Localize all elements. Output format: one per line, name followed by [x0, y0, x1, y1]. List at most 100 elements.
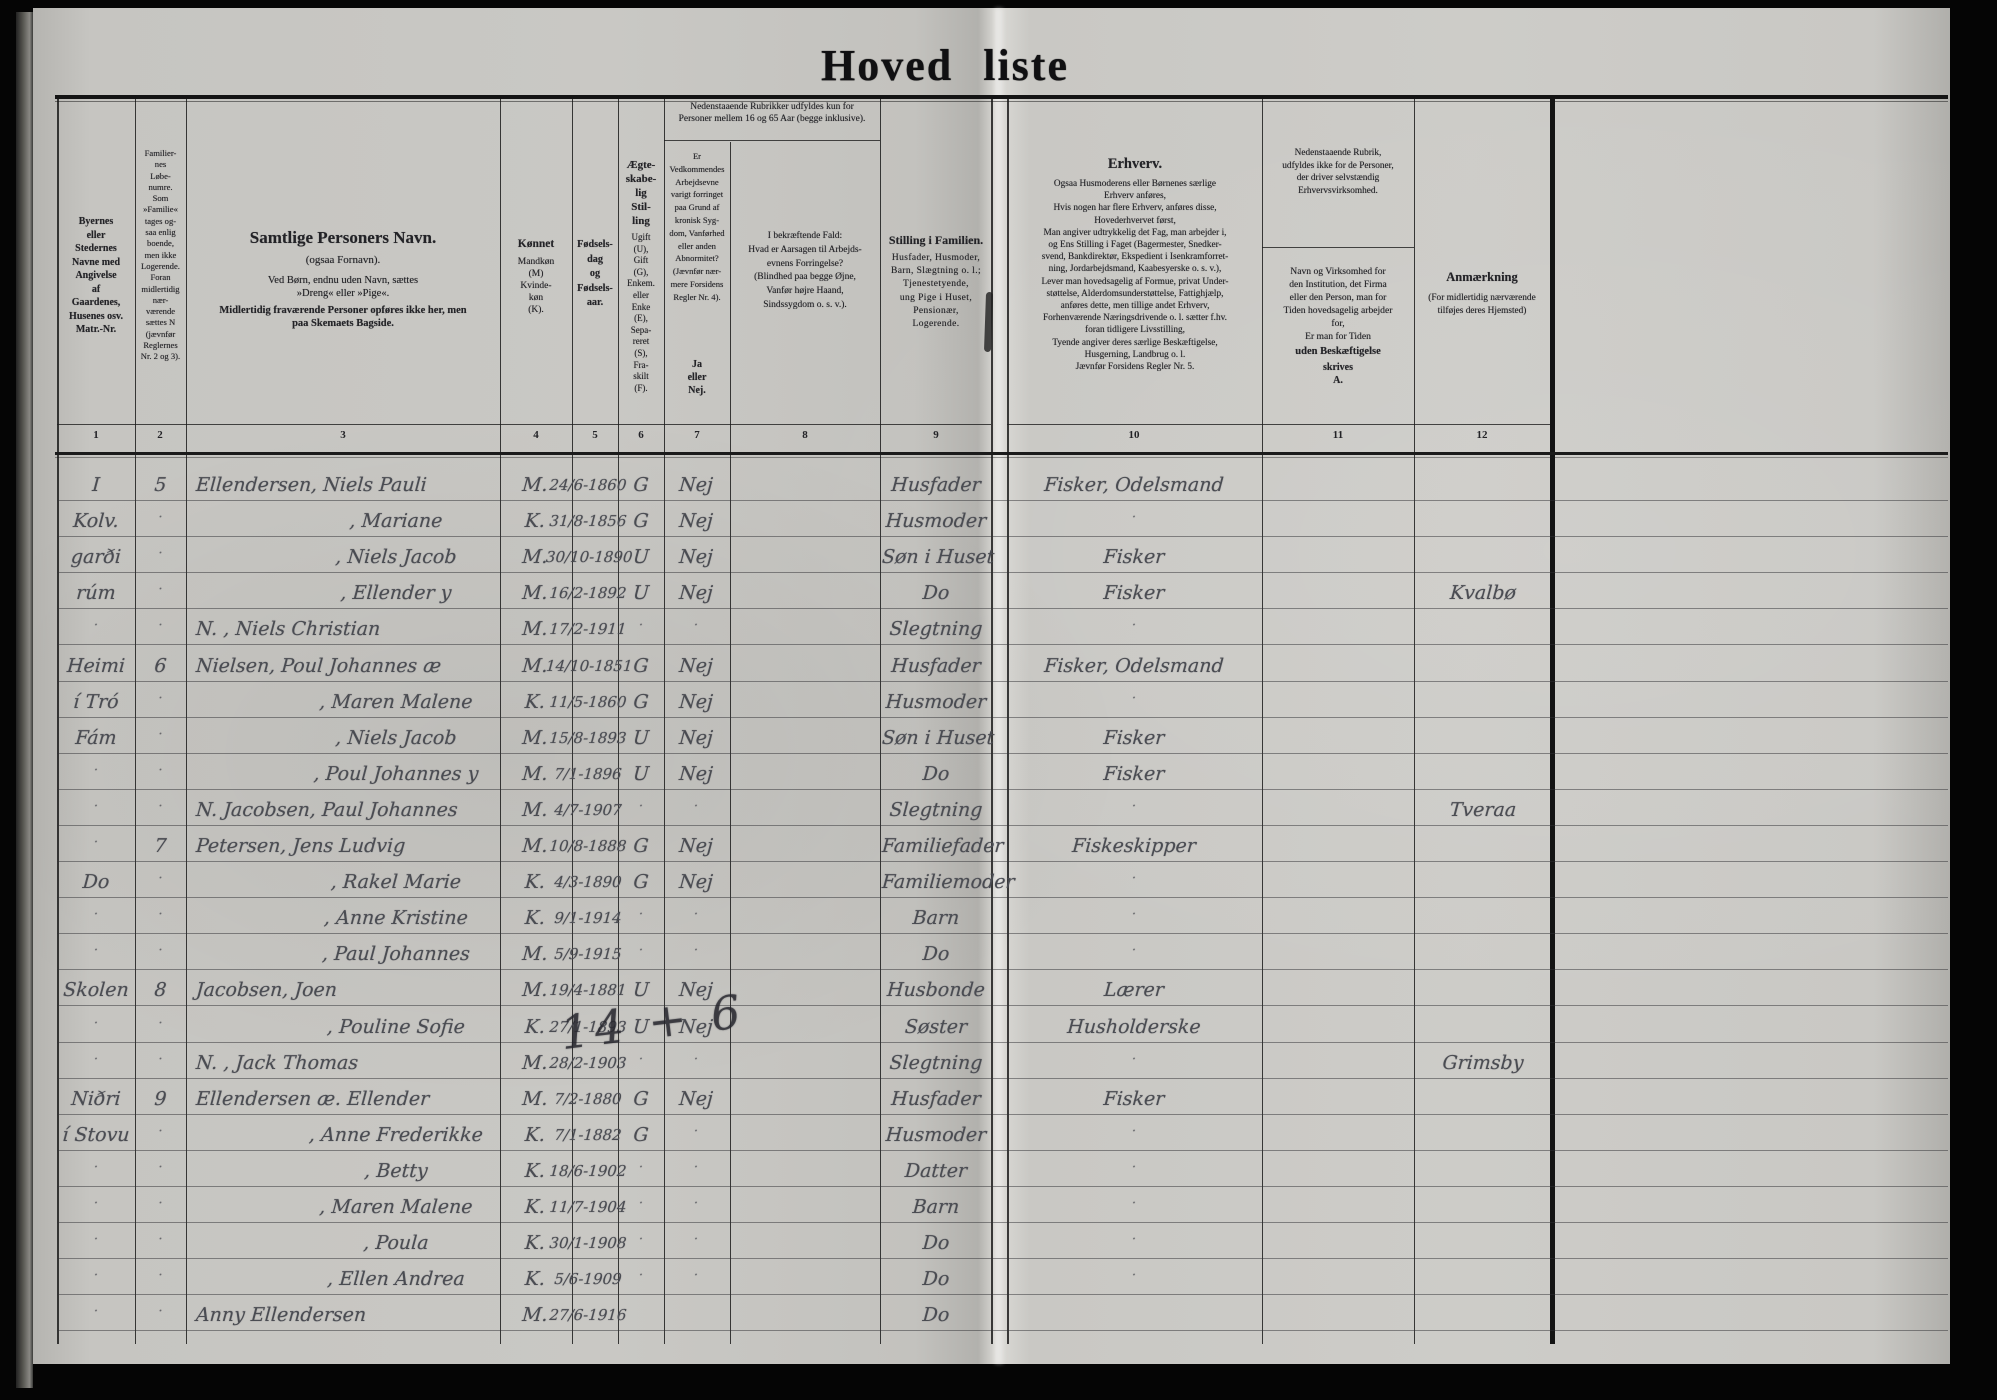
- row-rule: [57, 1185, 1948, 1187]
- cell-family-number: ·: [157, 546, 164, 562]
- group-78-divider: [664, 140, 880, 141]
- cell-family-number: ·: [157, 1268, 164, 1284]
- header-birthdate: Fødsels- dag og Fødsels- aar.: [577, 239, 613, 308]
- row-rule: [57, 933, 1948, 935]
- cell-birthdate: 27/6-1916: [548, 1306, 628, 1325]
- cell-name: Jacobsen, Joen: [195, 979, 338, 1002]
- header-cause-of-reduction: I bekræftende Fald: Hvad er Aarsagen til…: [748, 231, 862, 310]
- column-line: [572, 97, 573, 1344]
- col11-divider: [1262, 247, 1414, 248]
- column-line: [1007, 97, 1009, 1344]
- cell-place: ·: [93, 1196, 99, 1211]
- cell-family-number: ·: [157, 1015, 164, 1031]
- cell-occupation: ·: [1131, 1051, 1137, 1067]
- row-rule: [57, 536, 1948, 538]
- cell-occupation: Fisker: [1102, 582, 1166, 605]
- row-rule: [57, 1077, 1948, 1079]
- cell-family-number: ·: [157, 798, 164, 814]
- cell-family-position: Barn: [911, 1196, 961, 1218]
- cell-family-position: Do: [921, 1232, 951, 1255]
- row-rule: [57, 680, 1948, 682]
- cell-work-ability: ·: [693, 618, 699, 634]
- cell-occupation: ·: [1131, 510, 1137, 526]
- cell-family-number: ·: [157, 907, 164, 923]
- cell-place: ·: [93, 1304, 99, 1320]
- cell-work-ability: ·: [693, 798, 699, 814]
- column-number: 11: [1332, 429, 1344, 441]
- cell-marital: U: [632, 546, 650, 569]
- cell-family-number: 9: [153, 1087, 168, 1110]
- cell-marital: G: [632, 654, 650, 677]
- cell-name: , Ellen Andrea: [326, 1268, 466, 1291]
- cell-place: Kolv.: [72, 510, 120, 533]
- cell-name: , Anne Frederikke: [308, 1123, 484, 1146]
- cell-place: ·: [93, 1159, 99, 1175]
- cell-occupation: ·: [1131, 871, 1137, 887]
- cell-place: ·: [93, 1268, 99, 1284]
- header-work-ability: Er Vedkommendes Arbejdsevne varigt forri…: [669, 151, 725, 302]
- column-number: 4: [533, 429, 539, 441]
- cell-name: Petersen, Jens Ludvig: [195, 835, 407, 857]
- table-top-rule: [55, 95, 1948, 99]
- cell-marital: G: [632, 835, 650, 857]
- column-line: [664, 97, 665, 1344]
- cell-name: , Poul Johannes y: [312, 762, 480, 785]
- cell-family-number: ·: [157, 943, 164, 959]
- cell-place: rúm: [75, 582, 117, 605]
- column-line: [880, 97, 881, 1344]
- cell-family-position: Søn i Huset: [881, 546, 996, 569]
- cell-marital: ·: [638, 618, 644, 634]
- cell-family-number: ·: [157, 618, 164, 634]
- cell-name: , Pouline Sofie: [326, 1015, 466, 1038]
- cell-work-ability: Nej: [678, 762, 714, 785]
- header-remarks-title: Anmærkning: [1446, 270, 1518, 284]
- header-employer-body: Navn og Virksomhed for den Institution, …: [1283, 266, 1393, 342]
- column-line: [186, 97, 187, 1344]
- cell-work-ability: ·: [693, 907, 699, 923]
- cell-place: ·: [93, 618, 99, 634]
- cell-family-position: Husbonde: [886, 979, 986, 1002]
- header-employer-skrives: skrives A.: [1323, 362, 1353, 386]
- cell-place: garði: [70, 546, 122, 569]
- header-names-note-1: Ved Børn, endnu uden Navn, sættes »Dreng…: [267, 275, 419, 299]
- row-rule: [57, 572, 1948, 574]
- cell-work-ability: ·: [693, 1051, 699, 1067]
- cell-work-ability: ·: [693, 1268, 699, 1284]
- cell-marital: ·: [638, 1196, 644, 1211]
- cell-marital: G: [632, 474, 650, 496]
- cell-family-position: Slegtning: [888, 798, 984, 821]
- cell-name: , Maren Malene: [318, 690, 474, 713]
- cell-family-position: Søn i Huset: [881, 726, 996, 749]
- cell-occupation: ·: [1131, 798, 1137, 814]
- cell-marital: ·: [638, 798, 644, 814]
- cell-family-position: Do: [921, 1268, 951, 1291]
- row-rule: [57, 1005, 1948, 1007]
- row-rule: [57, 752, 1948, 754]
- cell-place: ·: [93, 1051, 99, 1067]
- cell-remark: Grimsby: [1441, 1051, 1525, 1074]
- cell-occupation: ·: [1131, 943, 1137, 959]
- cell-name: Ellendersen, Niels Pauli: [195, 474, 428, 496]
- cell-occupation: Lærer: [1103, 979, 1165, 1002]
- cell-occupation: Fisker, Odelsmand: [1043, 474, 1225, 496]
- cell-name: N. , Niels Christian: [195, 618, 382, 641]
- cell-name: N. , Jack Thomas: [195, 1051, 359, 1074]
- cell-family-number: ·: [157, 510, 164, 526]
- header-employer-note: Nedenstaaende Rubrik, udfyldes ikke for …: [1282, 148, 1394, 196]
- cell-marital: G: [632, 871, 650, 894]
- row-rule: [57, 1041, 1948, 1043]
- cell-family-number: ·: [157, 726, 164, 742]
- cell-family-position: Do: [921, 943, 951, 966]
- column-number: 12: [1476, 429, 1488, 441]
- cell-work-ability: ·: [693, 943, 699, 959]
- cell-name: , Niels Jacob: [334, 546, 458, 569]
- row-rule: [57, 500, 1948, 501]
- cell-place: Fám: [74, 726, 118, 749]
- cell-work-ability: Nej: [678, 510, 714, 533]
- cell-family-position: Do: [921, 582, 951, 605]
- cell-place: ·: [93, 835, 99, 850]
- column-line: [991, 97, 993, 1344]
- column-line: [618, 97, 619, 1344]
- column-number: 2: [157, 429, 163, 441]
- column-number: 8: [802, 429, 808, 441]
